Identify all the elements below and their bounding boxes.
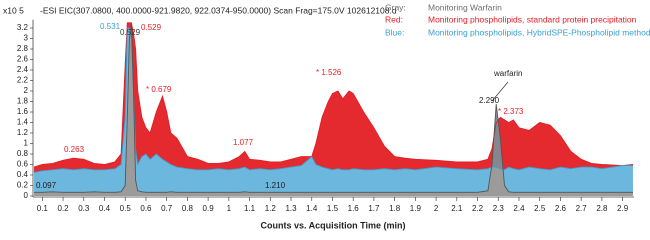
y-tick-label: 2.4 — [17, 65, 29, 74]
legend-key: Gray: — [385, 2, 406, 12]
annotation: 1.210 — [265, 181, 286, 190]
annotation: 0.529 — [141, 23, 162, 32]
x-tick-label: 1.2 — [265, 204, 277, 213]
x-tick-label: 1.4 — [306, 204, 318, 213]
y-tick-label: 0.6 — [17, 160, 29, 169]
annotation: 2.290 — [479, 96, 500, 105]
x-tick-label: 1.8 — [389, 204, 401, 213]
y-tick-label: 2.6 — [17, 55, 29, 64]
annotation: 0.263 — [64, 145, 85, 154]
x-tick-label: 0.5 — [120, 204, 132, 213]
x-tick-label: 1.1 — [244, 204, 256, 213]
annotation: 1.077 — [233, 138, 254, 147]
x-tick-label: 0.2 — [57, 204, 69, 213]
y-axis-label: x10 5 — [3, 5, 24, 15]
x-tick-label: 0.9 — [203, 204, 215, 213]
legend-text: Monitoring phospholipids, standard prote… — [428, 14, 637, 24]
y-tick-label: 1.4 — [17, 118, 29, 127]
y-tick-label: 3 — [24, 34, 29, 43]
area-fill — [34, 22, 633, 193]
x-tick-label: 0.3 — [78, 204, 90, 213]
x-tick-label: 2.1 — [451, 204, 463, 213]
x-tick-label: 1.3 — [285, 204, 297, 213]
x-tick-label: 2.2 — [472, 204, 484, 213]
legend-text: Monitoring phospholipids, HybridSPE-Phos… — [428, 27, 650, 37]
x-tick-label: 2.4 — [513, 204, 525, 213]
x-tick-label: 2.7 — [576, 204, 588, 213]
x-tick-label: 2.6 — [555, 204, 567, 213]
x-tick-label: 1.6 — [348, 204, 360, 213]
y-tick-label: 2 — [24, 86, 29, 95]
x-tick-label: 2 — [434, 204, 439, 213]
y-tick-label: 0.8 — [17, 149, 29, 158]
x-tick-label: 1.9 — [410, 204, 422, 213]
area-fill — [34, 22, 633, 173]
series-line — [34, 22, 633, 193]
y-tick-label: 3.2 — [17, 23, 29, 32]
x-tick-label: 2.9 — [617, 204, 629, 213]
y-tick-label: 1.8 — [17, 97, 29, 106]
x-tick-label: 1.5 — [327, 204, 339, 213]
y-tick-label: 1.6 — [17, 107, 29, 116]
annotation: * 0.679 — [146, 85, 172, 94]
annotation: 0.531 — [100, 22, 121, 31]
x-axis-label: Counts vs. Acquisition Time (min) — [260, 220, 405, 230]
x-tick-label: 0.7 — [161, 204, 173, 213]
annotation: * 1.526 — [316, 68, 342, 77]
annotation: * 2.373 — [498, 107, 524, 116]
y-tick-label: 1.2 — [17, 128, 29, 137]
legend-key: Red: — [385, 14, 403, 24]
x-tick-label: 2.8 — [596, 204, 608, 213]
leader-line — [491, 81, 509, 102]
y-tick-label: 1 — [24, 139, 29, 148]
x-tick-label: 0.8 — [182, 204, 194, 213]
x-tick-label: 2.3 — [493, 204, 505, 213]
y-tick-label: 0.2 — [17, 181, 29, 190]
legend-key: Blue: — [385, 27, 404, 37]
annotation: warfarin — [493, 69, 522, 78]
x-tick-label: 1.7 — [368, 204, 380, 213]
y-tick-label: 2.8 — [17, 44, 29, 53]
x-tick-label: 1 — [227, 204, 232, 213]
x-tick-label: 0.6 — [140, 204, 152, 213]
series-line — [33, 22, 634, 168]
scan-label: -ESI EIC(307.0800, 400.0000-921.9820, 92… — [40, 5, 397, 15]
y-tick-label: 0 — [24, 191, 29, 200]
legend-text: Monitoring Warfarin — [428, 2, 502, 12]
series-line — [33, 27, 633, 173]
x-tick-label: 2.5 — [534, 204, 546, 213]
x-tick-label: 0.4 — [99, 204, 111, 213]
annotation: 0.097 — [36, 181, 57, 190]
y-tick-label: 2.2 — [17, 76, 29, 85]
y-tick-label: 0.4 — [17, 170, 29, 179]
annotation: 0.529 — [120, 28, 141, 37]
x-tick-label: 0.1 — [37, 204, 49, 213]
